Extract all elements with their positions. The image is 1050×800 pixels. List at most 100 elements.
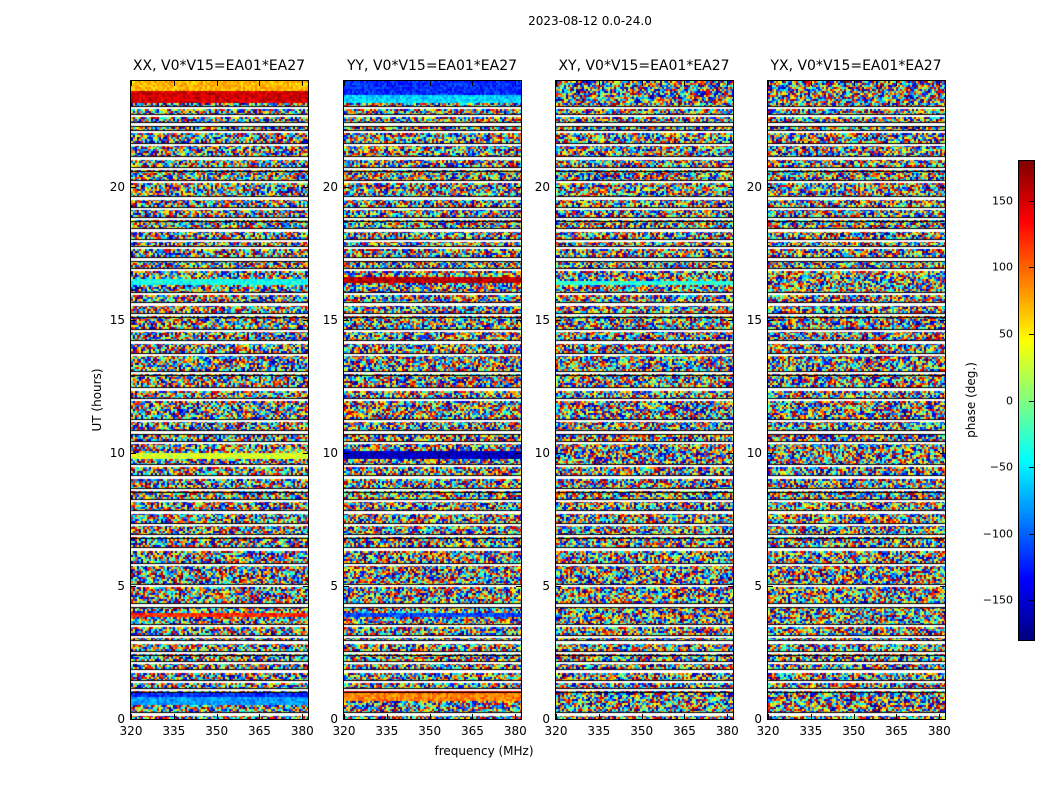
y-tick-label: 5 bbox=[754, 579, 762, 594]
x-tick-mark bbox=[684, 714, 686, 719]
y-tick-label: 10 bbox=[746, 446, 762, 461]
y-tick-mark bbox=[303, 453, 308, 455]
x-tick-mark bbox=[131, 81, 132, 86]
x-tick-label: 320 bbox=[544, 724, 568, 738]
y-tick-mark bbox=[516, 453, 521, 455]
x-tick-mark bbox=[515, 81, 517, 86]
x-tick-mark bbox=[598, 81, 600, 86]
y-tick-label: 5 bbox=[542, 579, 550, 594]
colorbar-tick-label: −50 bbox=[989, 460, 1013, 474]
x-tick-label: 380 bbox=[715, 724, 739, 738]
y-tick-label: 10 bbox=[109, 446, 125, 461]
y-tick-mark bbox=[516, 719, 521, 720]
x-tick-mark bbox=[727, 714, 729, 719]
x-tick-mark bbox=[259, 81, 261, 86]
x-tick-mark bbox=[896, 714, 898, 719]
x-tick-label: 335 bbox=[162, 724, 186, 738]
x-tick-mark bbox=[939, 714, 941, 719]
y-tick-mark bbox=[516, 586, 521, 588]
x-tick-label: 365 bbox=[885, 724, 908, 738]
y-tick-mark bbox=[728, 586, 733, 588]
x-tick-label: 350 bbox=[418, 724, 442, 738]
colorbar-tick-mark bbox=[1029, 333, 1034, 335]
x-tick-label: 320 bbox=[756, 724, 780, 738]
y-tick-mark bbox=[940, 586, 945, 588]
x-tick-mark bbox=[515, 714, 517, 719]
y-tick-mark bbox=[516, 320, 521, 322]
x-tick-mark bbox=[259, 714, 261, 719]
x-tick-mark bbox=[131, 714, 132, 719]
x-tick-label: 365 bbox=[461, 724, 484, 738]
x-tick-mark bbox=[302, 714, 304, 719]
x-tick-mark bbox=[556, 714, 557, 719]
x-axis-label: frequency (MHz) bbox=[434, 744, 534, 758]
x-tick-mark bbox=[344, 714, 345, 719]
x-tick-mark bbox=[853, 714, 855, 719]
y-tick-mark bbox=[131, 586, 136, 588]
y-tick-mark bbox=[556, 719, 561, 720]
x-tick-mark bbox=[386, 81, 388, 86]
x-tick-label: 350 bbox=[842, 724, 866, 738]
y-tick-mark bbox=[131, 187, 136, 189]
y-tick-label: 0 bbox=[330, 712, 338, 726]
colorbar-tick-label: −100 bbox=[982, 527, 1013, 541]
colorbar-tick-label: 0 bbox=[1006, 394, 1013, 407]
y-tick-mark bbox=[344, 719, 349, 720]
y-tick-mark bbox=[768, 320, 773, 322]
x-tick-mark bbox=[344, 81, 345, 86]
y-tick-mark bbox=[556, 320, 561, 322]
y-tick-label: 0 bbox=[117, 712, 125, 726]
colorbar-tick-mark bbox=[1029, 400, 1034, 402]
y-tick-mark bbox=[940, 453, 945, 455]
panel-title-yy: YY, V0*V15=EA01*EA27 bbox=[346, 58, 518, 74]
x-tick-mark bbox=[684, 81, 686, 86]
y-tick-mark bbox=[344, 320, 349, 322]
y-tick-mark bbox=[728, 320, 733, 322]
y-tick-label: 0 bbox=[754, 712, 762, 726]
y-tick-mark bbox=[131, 453, 136, 455]
y-tick-label: 15 bbox=[322, 313, 338, 328]
y-tick-mark bbox=[344, 586, 349, 588]
colorbar-tick-label: 100 bbox=[992, 260, 1013, 274]
panel-title-xx: XX, V0*V15=EA01*EA27 bbox=[132, 58, 306, 74]
x-tick-mark bbox=[556, 81, 557, 86]
x-tick-mark bbox=[472, 81, 474, 86]
panel-title-xy: XY, V0*V15=EA01*EA27 bbox=[558, 58, 730, 74]
x-tick-mark bbox=[302, 81, 304, 86]
x-tick-mark bbox=[173, 714, 175, 719]
x-tick-label: 365 bbox=[673, 724, 696, 738]
x-tick-label: 350 bbox=[630, 724, 654, 738]
heatmap-panel-yx bbox=[768, 81, 945, 719]
y-tick-mark bbox=[556, 586, 561, 588]
y-tick-label: 15 bbox=[534, 313, 550, 328]
x-tick-label: 320 bbox=[332, 724, 356, 738]
y-tick-label: 0 bbox=[542, 712, 550, 726]
y-tick-label: 10 bbox=[534, 446, 550, 461]
colorbar-tick-label: −150 bbox=[982, 593, 1013, 607]
heatmap-panel-xy bbox=[556, 81, 733, 719]
x-tick-mark bbox=[939, 81, 941, 86]
x-tick-mark bbox=[896, 81, 898, 86]
x-tick-label: 365 bbox=[248, 724, 271, 738]
y-tick-mark bbox=[728, 453, 733, 455]
y-tick-label: 20 bbox=[746, 180, 762, 195]
colorbar-tick-mark bbox=[1029, 600, 1034, 602]
x-tick-label: 335 bbox=[799, 724, 823, 738]
y-tick-mark bbox=[556, 453, 561, 455]
x-tick-label: 380 bbox=[290, 724, 314, 738]
x-tick-mark bbox=[768, 714, 769, 719]
colorbar-tick-label: 150 bbox=[992, 194, 1013, 208]
x-tick-mark bbox=[810, 81, 812, 86]
heatmap-panel-xx bbox=[131, 81, 308, 719]
y-tick-label: 20 bbox=[322, 180, 338, 195]
x-tick-mark bbox=[429, 714, 431, 719]
y-tick-mark bbox=[768, 453, 773, 455]
y-tick-mark bbox=[344, 453, 349, 455]
x-tick-label: 320 bbox=[119, 724, 143, 738]
y-tick-mark bbox=[940, 320, 945, 322]
y-tick-label: 5 bbox=[117, 579, 125, 594]
x-tick-mark bbox=[386, 714, 388, 719]
x-tick-mark bbox=[173, 81, 175, 86]
y-tick-mark bbox=[768, 586, 773, 588]
x-tick-mark bbox=[429, 81, 431, 86]
